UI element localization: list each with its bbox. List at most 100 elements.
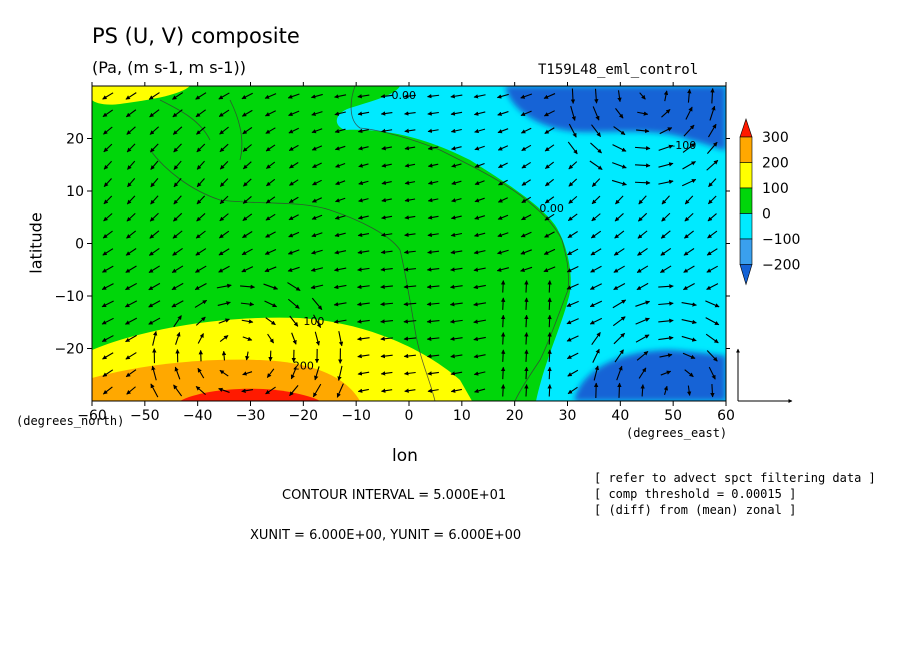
wind-arrow [357, 232, 370, 238]
wind-arrow [592, 348, 600, 363]
colorbar-label: 300 [762, 130, 789, 146]
wind-arrow [635, 334, 650, 343]
wind-arrow [311, 297, 323, 310]
x-tick-label: −30 [236, 408, 266, 424]
wind-arrow [126, 143, 136, 153]
wind-arrow [568, 195, 578, 204]
wind-arrow [591, 213, 601, 222]
wind-arrow [404, 371, 416, 376]
wind-arrow [311, 111, 323, 116]
wind-arrow [473, 267, 486, 272]
wind-arrow [102, 92, 114, 100]
wind-arrow [291, 332, 297, 345]
wind-arrow [451, 146, 462, 151]
wind-arrow [594, 88, 599, 104]
wind-arrow [497, 128, 509, 134]
wind-arrow [264, 300, 278, 308]
wind-arrow [589, 283, 602, 290]
wind-arrow [172, 230, 183, 239]
colorbar-top-arrow [739, 118, 753, 138]
wind-arrow [611, 179, 627, 186]
x-axis: −60 −50 −40 −30 −20 −10 0 10 20 30 40 50 60 [77, 82, 735, 424]
wind-arrow [708, 178, 717, 187]
wind-arrow [126, 386, 136, 395]
wind-arrow [520, 110, 532, 117]
wind-arrow [450, 128, 462, 134]
y-axis-units: (degrees_north) [16, 414, 125, 428]
wind-arrow [404, 128, 416, 134]
wind-arrow [218, 318, 230, 324]
wind-arrow [496, 267, 509, 272]
wind-arrow [265, 127, 276, 134]
wind-arrow [380, 94, 393, 99]
colorbar-segment [739, 238, 753, 265]
wind-arrow [566, 352, 579, 360]
wind-arrow [287, 298, 300, 309]
wind-arrow [103, 126, 113, 135]
wind-arrow [473, 111, 486, 116]
wind-arrow [217, 301, 231, 306]
contour-label: -100 [671, 139, 696, 152]
wind-arrow [403, 267, 417, 272]
reference-vector [736, 348, 793, 403]
wind-arrow [218, 248, 230, 256]
wind-arrow [567, 213, 578, 222]
wind-arrow [707, 230, 718, 239]
wind-arrow [381, 388, 393, 393]
wind-arrow [614, 230, 625, 239]
wind-arrow [661, 195, 670, 205]
wind-arrow [266, 368, 275, 378]
wind-arrow [101, 283, 114, 290]
wind-arrow [125, 282, 137, 291]
wind-arrow [612, 316, 626, 327]
region-minus-100-to-0 [336, 86, 726, 401]
wind-arrow [150, 177, 159, 188]
wind-arrow [125, 334, 137, 343]
wind-arrow [709, 105, 716, 121]
wind-arrow [403, 353, 416, 359]
wind-arrow [636, 128, 650, 134]
wind-arrow [683, 265, 695, 273]
wind-arrow [357, 284, 370, 290]
wind-arrow [380, 111, 393, 116]
wind-arrow [612, 299, 627, 309]
wind-arrow [149, 126, 160, 135]
wind-arrow [287, 93, 300, 99]
wind-arrow [496, 93, 509, 99]
wind-arrow [265, 144, 276, 152]
wind-arrow [427, 146, 439, 151]
wind-arrow [242, 126, 253, 135]
wind-arrow [403, 249, 416, 255]
wind-arrow [663, 90, 669, 102]
wind-arrow [195, 230, 206, 239]
wind-arrow [241, 92, 253, 100]
wind-arrow [174, 366, 181, 380]
wind-arrow [243, 178, 252, 187]
wind-arrow [544, 144, 555, 152]
wind-arrow [149, 109, 160, 118]
wind-arrow [287, 282, 301, 292]
wind-arrow [381, 180, 392, 185]
wind-arrow [381, 128, 393, 134]
wind-arrow [500, 349, 506, 362]
wind-arrow [381, 215, 393, 220]
wind-arrow [150, 383, 159, 398]
wind-arrow [334, 267, 347, 272]
wind-arrow [334, 145, 346, 151]
wind-arrow [520, 249, 532, 255]
wind-arrow [195, 248, 207, 256]
wind-arrow [450, 388, 462, 393]
wind-arrow [547, 314, 552, 328]
wind-arrow [195, 92, 207, 100]
wind-arrow [450, 94, 463, 99]
wind-arrow [681, 302, 697, 307]
wind-vectors [101, 88, 720, 399]
wind-arrow [219, 369, 229, 377]
wind-arrow [637, 212, 648, 222]
wind-arrow [380, 232, 393, 237]
wind-arrow [356, 319, 370, 324]
wind-arrow [427, 111, 439, 116]
wind-arrow [635, 300, 651, 307]
wind-arrow [103, 143, 113, 153]
wind-arrow [663, 385, 669, 395]
